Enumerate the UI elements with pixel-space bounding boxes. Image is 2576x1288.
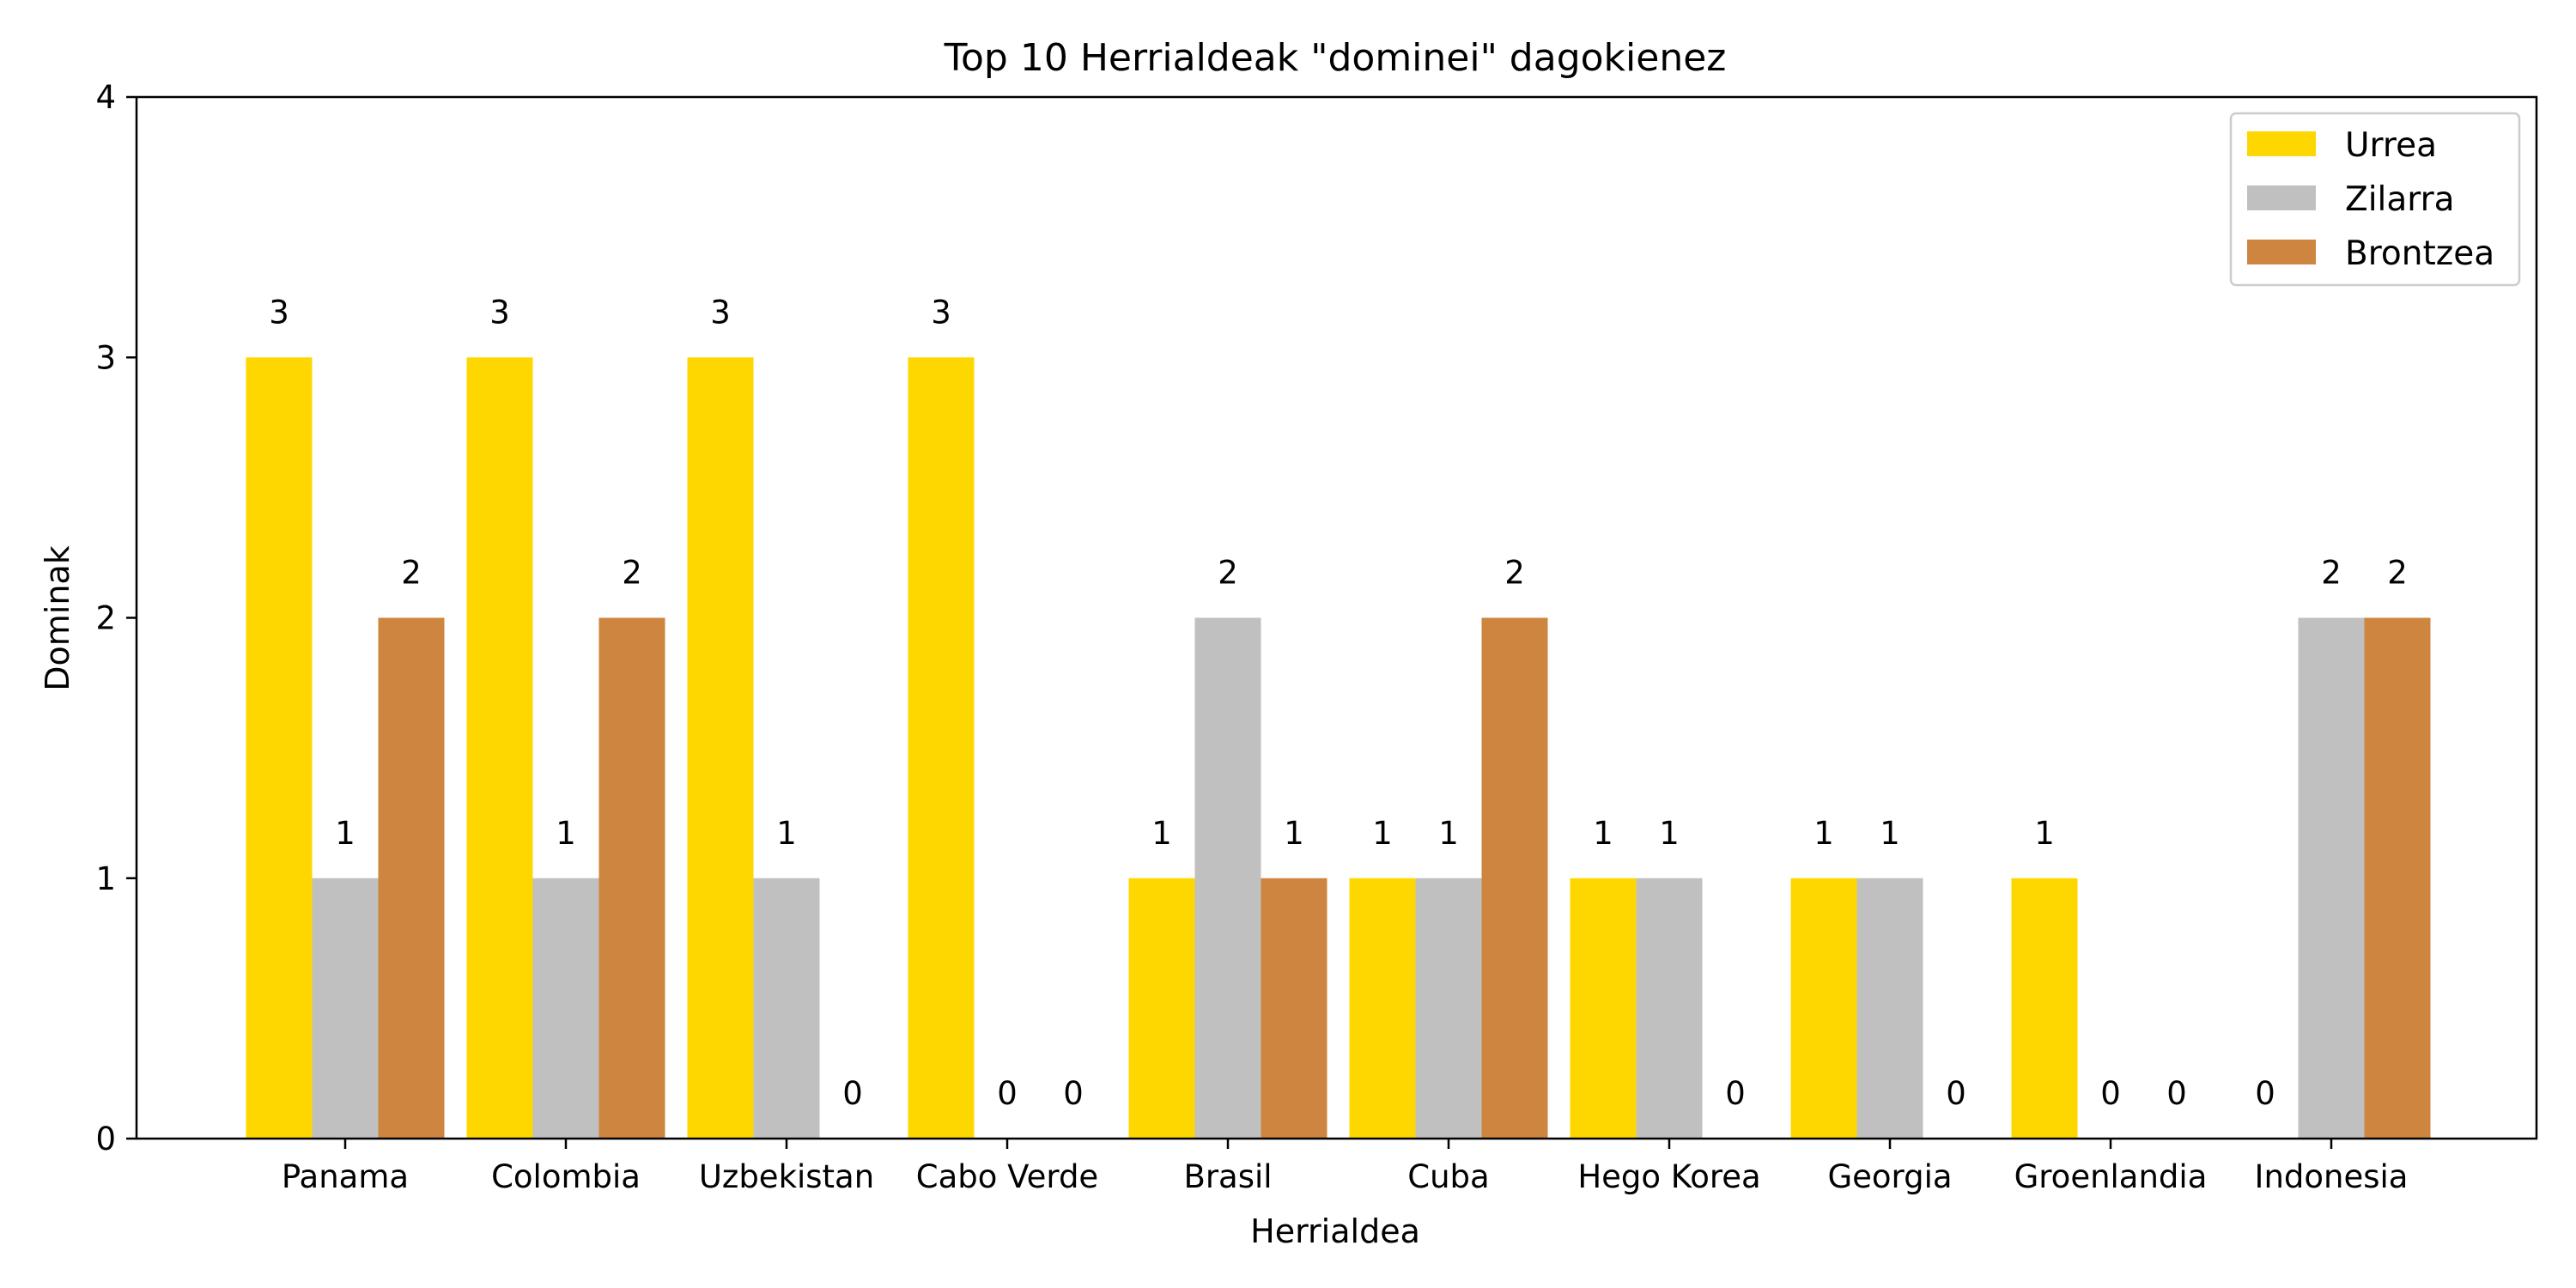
y-tick-label: 2 [95, 600, 116, 637]
y-axis: 0 1 2 3 4 [95, 79, 137, 1157]
data-label-urrea-1: 3 [489, 294, 510, 331]
legend-label-brontzea: Brontzea [2345, 234, 2494, 273]
data-label-brontzea-3: 0 [1063, 1075, 1084, 1112]
data-label-urrea-9: 0 [2255, 1075, 2275, 1112]
data-label-urrea-8: 1 [2034, 815, 2055, 852]
data-label-brontzea-2: 0 [842, 1075, 863, 1112]
bar-zilarra-7 [1856, 878, 1923, 1139]
data-label-urrea-5: 1 [1372, 815, 1393, 852]
x-tick-label: Groenlandia [2014, 1158, 2208, 1195]
legend-swatch-zilarra [2247, 185, 2316, 210]
bar-zilarra-4 [1194, 617, 1261, 1139]
legend: Urrea Zilarra Brontzea [2229, 112, 2521, 287]
bar-urrea-5 [1349, 878, 1416, 1139]
data-label-zilarra-3: 0 [997, 1075, 1018, 1112]
chart-title: Top 10 Herrialdeak "dominei" dagokienez [944, 36, 1727, 80]
bar-urrea-8 [2011, 878, 2078, 1139]
data-labels-layer: 3 1 2 3 1 2 3 1 0 3 0 0 1 2 1 1 1 2 1 1 0 1 1 0 1 0 0 0 2 2 [269, 294, 2408, 1112]
bar-zilarra-0 [312, 878, 379, 1139]
bar-brontzea-1 [598, 617, 665, 1139]
x-tick-label: Colombia [491, 1158, 641, 1195]
data-label-brontzea-5: 2 [1504, 555, 1525, 592]
bar-zilarra-2 [753, 878, 820, 1139]
data-label-zilarra-8: 0 [2100, 1075, 2121, 1112]
data-label-brontzea-8: 0 [2166, 1075, 2187, 1112]
bar-urrea-2 [687, 357, 754, 1139]
bar-zilarra-1 [532, 878, 599, 1139]
y-tick-label: 3 [95, 339, 116, 376]
data-label-zilarra-7: 1 [1880, 815, 1900, 852]
y-tick-label: 1 [95, 860, 116, 897]
bar-zilarra-5 [1415, 878, 1482, 1139]
bar-brontzea-4 [1261, 878, 1327, 1139]
data-label-zilarra-4: 2 [1218, 555, 1238, 592]
x-tick-label: Hego Korea [1577, 1158, 1760, 1195]
legend-swatch-brontzea [2247, 240, 2316, 264]
bar-urrea-1 [466, 357, 533, 1139]
bar-brontzea-5 [1481, 617, 1548, 1139]
x-tick-label: Panama [282, 1158, 409, 1195]
x-axis: Panama Colombia Uzbekistan Cabo Verde Brasil… [282, 1139, 2409, 1195]
bar-urrea-6 [1570, 878, 1637, 1139]
data-label-urrea-4: 1 [1151, 815, 1172, 852]
y-axis-label: Dominak [39, 545, 76, 690]
bar-zilarra-9 [2298, 617, 2365, 1139]
data-label-urrea-3: 3 [931, 294, 951, 331]
bar-urrea-3 [908, 357, 975, 1139]
x-tick-label: Cuba [1407, 1158, 1489, 1195]
legend-label-zilarra: Zilarra [2345, 180, 2455, 219]
bar-brontzea-0 [378, 617, 445, 1139]
data-label-brontzea-6: 0 [1725, 1075, 1746, 1112]
data-label-zilarra-6: 1 [1659, 815, 1680, 852]
x-tick-label: Georgia [1827, 1158, 1952, 1195]
bar-brontzea-9 [2364, 617, 2431, 1139]
data-label-zilarra-2: 1 [776, 815, 797, 852]
data-label-urrea-0: 3 [269, 294, 289, 331]
legend-label-urrea: Urrea [2345, 126, 2437, 165]
legend-swatch-urrea [2247, 131, 2316, 156]
data-label-zilarra-0: 1 [335, 815, 355, 852]
bar-urrea-7 [1790, 878, 1857, 1139]
data-label-zilarra-9: 2 [2321, 555, 2342, 592]
data-label-urrea-7: 1 [1814, 815, 1834, 852]
data-label-urrea-2: 3 [710, 294, 731, 331]
x-tick-label: Cabo Verde [916, 1158, 1098, 1195]
data-label-brontzea-0: 2 [401, 555, 422, 592]
data-label-zilarra-5: 1 [1438, 815, 1459, 852]
y-tick-label: 0 [95, 1121, 116, 1157]
data-label-brontzea-1: 2 [622, 555, 642, 592]
bar-urrea-4 [1128, 878, 1195, 1139]
bar-zilarra-6 [1636, 878, 1703, 1139]
x-axis-label: Herrialdea [1250, 1212, 1420, 1250]
x-tick-label: Indonesia [2255, 1158, 2409, 1195]
data-label-zilarra-1: 1 [556, 815, 576, 852]
data-label-brontzea-4: 1 [1284, 815, 1304, 852]
data-label-urrea-6: 1 [1593, 815, 1613, 852]
data-label-brontzea-9: 2 [2387, 555, 2408, 592]
data-label-brontzea-7: 0 [1946, 1075, 1966, 1112]
x-tick-label: Brasil [1183, 1158, 1272, 1195]
bars-layer [246, 357, 2431, 1139]
y-tick-label: 4 [95, 79, 116, 116]
x-tick-label: Uzbekistan [699, 1158, 874, 1195]
bar-urrea-0 [246, 357, 313, 1139]
